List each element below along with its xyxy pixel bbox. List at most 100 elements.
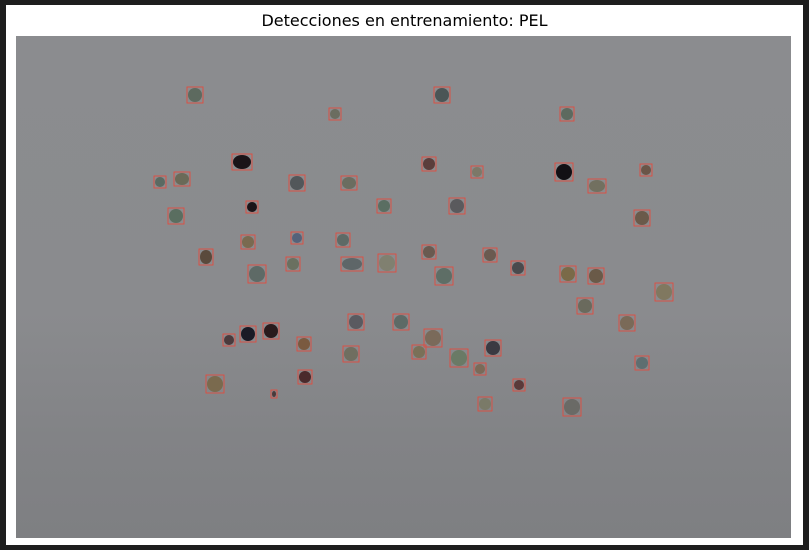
seed-9 xyxy=(641,165,651,175)
detection-30 xyxy=(247,264,267,284)
seed-7 xyxy=(472,167,482,177)
bounding-box-4 xyxy=(559,106,575,122)
detection-12 xyxy=(288,174,306,192)
detection-7 xyxy=(470,165,484,179)
detection-34 xyxy=(654,282,674,302)
detection-35 xyxy=(576,297,594,315)
bounding-box-47 xyxy=(449,348,469,368)
detection-6 xyxy=(421,156,437,172)
detection-47 xyxy=(449,348,469,368)
detection-2 xyxy=(433,86,451,104)
detection-22 xyxy=(335,232,351,248)
bounding-box-8 xyxy=(554,162,574,182)
bounding-box-21 xyxy=(240,234,256,250)
detection-33 xyxy=(587,267,605,285)
seed-20 xyxy=(292,233,302,243)
bounding-box-18 xyxy=(167,207,185,225)
detection-51 xyxy=(205,374,225,394)
detection-18 xyxy=(167,207,185,225)
bounding-box-23 xyxy=(421,244,437,260)
seed-55 xyxy=(272,391,276,397)
seed-43 xyxy=(425,330,441,346)
detection-9 xyxy=(639,163,653,177)
seed-54 xyxy=(564,399,580,415)
seed-49 xyxy=(475,364,485,374)
detection-43 xyxy=(423,328,443,348)
detection-8 xyxy=(554,162,574,182)
seed-22 xyxy=(337,234,349,246)
bounding-box-17 xyxy=(245,200,259,214)
seed-4 xyxy=(561,108,573,120)
bounding-box-10 xyxy=(153,175,167,189)
bounding-box-1 xyxy=(186,86,204,104)
seed-19 xyxy=(635,211,649,225)
bounding-box-2 xyxy=(433,86,451,104)
detection-27 xyxy=(340,256,364,272)
detection-50 xyxy=(297,369,313,385)
seed-28 xyxy=(379,255,395,271)
seed-48 xyxy=(636,357,648,369)
seed-23 xyxy=(423,246,435,258)
detection-37 xyxy=(392,313,410,331)
detection-46 xyxy=(411,344,427,360)
bounding-box-39 xyxy=(222,333,236,347)
bounding-box-6 xyxy=(421,156,437,172)
detection-41 xyxy=(262,322,280,340)
bounding-box-52 xyxy=(512,378,526,392)
bounding-box-53 xyxy=(477,396,493,412)
seed-16 xyxy=(378,200,390,212)
detection-21 xyxy=(240,234,256,250)
seed-24 xyxy=(484,249,496,261)
bounding-box-27 xyxy=(340,256,364,272)
seed-53 xyxy=(479,398,491,410)
seed-26 xyxy=(287,258,299,270)
bounding-box-46 xyxy=(411,344,427,360)
detection-25 xyxy=(198,248,214,266)
bounding-box-32 xyxy=(559,265,577,283)
bounding-box-38 xyxy=(618,314,636,332)
seed-36 xyxy=(349,315,363,329)
detection-20 xyxy=(290,231,304,245)
bounding-box-15 xyxy=(448,197,466,215)
bounding-box-33 xyxy=(587,267,605,285)
seed-44 xyxy=(486,341,500,355)
bounding-box-45 xyxy=(342,345,360,363)
seed-21 xyxy=(242,236,254,248)
bounding-box-29 xyxy=(510,260,526,276)
detection-28 xyxy=(377,253,397,273)
bounding-box-12 xyxy=(288,174,306,192)
bounding-box-9 xyxy=(639,163,653,177)
seed-1 xyxy=(188,88,202,102)
seed-30 xyxy=(249,266,265,282)
detection-29 xyxy=(510,260,526,276)
detection-4 xyxy=(559,106,575,122)
seed-51 xyxy=(207,376,223,392)
detection-13 xyxy=(340,175,358,191)
bounding-box-51 xyxy=(205,374,225,394)
seed-17 xyxy=(247,202,257,212)
bounding-box-50 xyxy=(297,369,313,385)
detection-15 xyxy=(448,197,466,215)
bounding-box-14 xyxy=(587,178,607,194)
bounding-box-48 xyxy=(634,355,650,371)
detection-3 xyxy=(328,107,342,121)
detection-10 xyxy=(153,175,167,189)
bounding-box-11 xyxy=(173,171,191,187)
detection-16 xyxy=(376,198,392,214)
seed-11 xyxy=(175,173,189,185)
seed-8 xyxy=(556,164,572,180)
bounding-box-25 xyxy=(198,248,214,266)
seed-13 xyxy=(342,177,356,189)
bounding-box-24 xyxy=(482,247,498,263)
seed-35 xyxy=(578,299,592,313)
detection-5 xyxy=(231,153,253,171)
seed-45 xyxy=(344,347,358,361)
bounding-box-35 xyxy=(576,297,594,315)
seed-31 xyxy=(436,268,452,284)
detection-26 xyxy=(285,256,301,272)
bounding-box-42 xyxy=(296,336,312,352)
seed-27 xyxy=(342,258,362,270)
bounding-box-22 xyxy=(335,232,351,248)
bounding-box-37 xyxy=(392,313,410,331)
detection-38 xyxy=(618,314,636,332)
